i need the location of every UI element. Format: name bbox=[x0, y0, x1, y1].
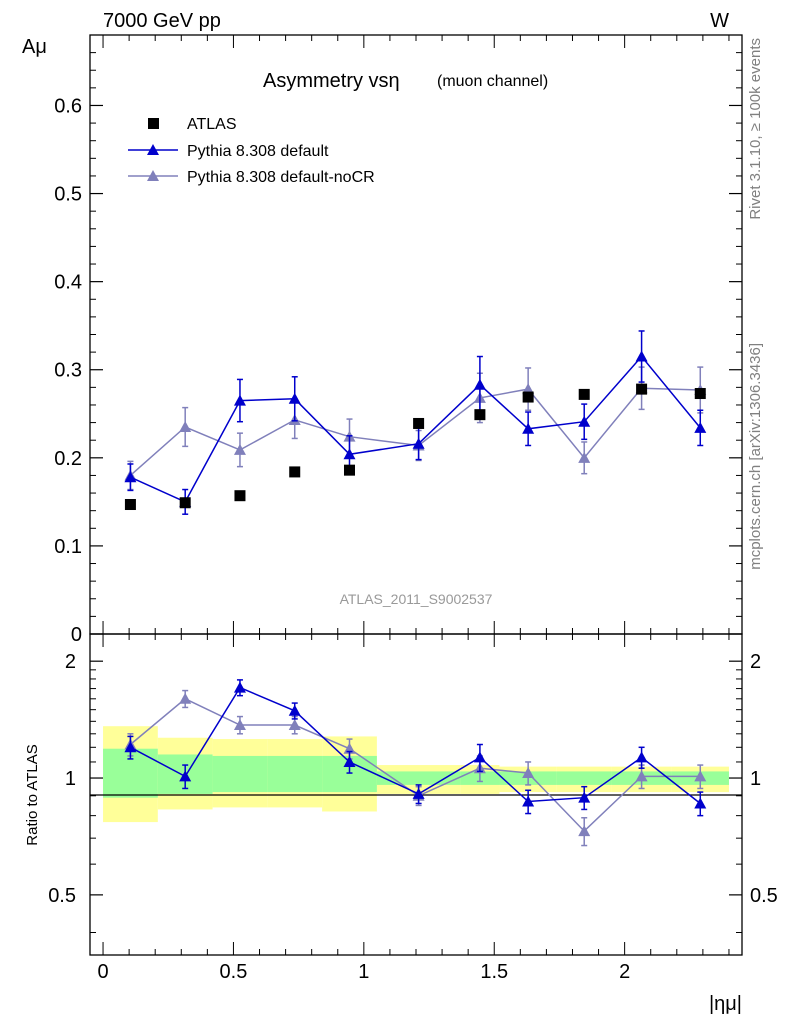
ratio-ytick-label: 1 bbox=[65, 768, 76, 790]
ratio-panel: 0.5 0.5 1 1 2 2 0 0.5 1 1.5 2 Ratio to ATLAS |ημ| bbox=[24, 633, 778, 1015]
pythia-8-308-default-nocr-point bbox=[578, 451, 591, 463]
ratio-ytick-label-right: 2 bbox=[750, 651, 761, 673]
pythia-8-308-default-point bbox=[522, 422, 535, 434]
mcplots-label: mcplots.cern.ch [arXiv:1306.3436] bbox=[747, 343, 764, 570]
main-ytick-label: 0 bbox=[71, 624, 82, 646]
rivet-label: Rivet 3.1.10, ≥ 100k events bbox=[747, 38, 764, 220]
legend-pythia-nocr-label: Pythia 8.308 default-noCR bbox=[187, 169, 375, 186]
main-ytick-label: 0.3 bbox=[54, 360, 82, 382]
main-ytick-label: 0.2 bbox=[54, 448, 82, 470]
ratio-xtick-label: 2 bbox=[619, 961, 630, 983]
ratio-ytick-label: 2 bbox=[65, 651, 76, 673]
legend-pythia-default-marker bbox=[147, 144, 159, 155]
atlas-point bbox=[234, 490, 246, 502]
ratio-pythia-8-308-default-nocr-point bbox=[288, 718, 301, 730]
energy-label: 7000 GeV pp bbox=[103, 10, 221, 32]
ratio-pythia-8-308-default-point bbox=[343, 755, 356, 767]
main-panel: Asymmetry vsη (muon channel) ATLAS_2011_… bbox=[22, 34, 743, 646]
ratio-pythia-8-308-default-point bbox=[694, 797, 707, 809]
ratio-bands bbox=[103, 726, 729, 823]
ratio-pythia-8-308-default-nocr-point bbox=[635, 770, 648, 782]
pythia-8-308-default-nocr-point bbox=[179, 420, 192, 432]
atlas-point bbox=[289, 466, 301, 478]
atlas-point bbox=[636, 383, 648, 395]
atlas-point bbox=[124, 499, 136, 511]
atlas-point bbox=[522, 391, 534, 403]
atlas-point bbox=[474, 409, 486, 421]
atlas-point bbox=[343, 464, 355, 476]
pythia-8-308-default-nocr-point bbox=[522, 383, 535, 395]
ratio-marks bbox=[124, 679, 707, 847]
main-subtitle: (muon channel) bbox=[437, 73, 548, 90]
pythia-8-308-default-point bbox=[343, 448, 356, 460]
ratio-xtick-label: 1 bbox=[358, 961, 369, 983]
ratio-ytick-label-right: 1 bbox=[750, 768, 761, 790]
ratio-pythia-8-308-default-point bbox=[288, 704, 301, 716]
ratio-pythia-8-308-default-point bbox=[635, 751, 648, 763]
legend-pythia-default-label: Pythia 8.308 default bbox=[187, 143, 329, 160]
pythia-8-308-default-point bbox=[473, 378, 486, 390]
ratio-xlabel: |ημ| bbox=[709, 993, 742, 1015]
ratio-ylabel: Ratio to ATLAS bbox=[24, 744, 41, 845]
ratio-pythia-8-308-default-point bbox=[179, 770, 192, 782]
pythia-8-308-default-point bbox=[124, 471, 137, 483]
ratio-pythia-8-308-default-nocr-point bbox=[578, 825, 591, 837]
pythia-8-308-default-nocr-line bbox=[129, 387, 701, 476]
ratio-ytick-label: 0.5 bbox=[48, 885, 76, 907]
atlas-point bbox=[694, 388, 706, 400]
atlas-point bbox=[578, 388, 590, 400]
ratio-ticks: 0.5 0.5 1 1 2 2 0 0.5 1 1.5 2 bbox=[48, 634, 778, 983]
ratio-xtick-label: 0 bbox=[97, 961, 108, 983]
ratio-pythia-8-308-default-nocr-point bbox=[233, 718, 246, 730]
ratio-pythia-8-308-default-nocr-point bbox=[522, 767, 535, 779]
ratio-band-green bbox=[267, 755, 323, 793]
legend-entry-atlas: ATLAS bbox=[148, 116, 237, 133]
pythia-8-308-default-point bbox=[635, 350, 648, 362]
ratio-xtick-label: 1.5 bbox=[480, 961, 508, 983]
pythia-8-308-default-point bbox=[233, 394, 246, 406]
ratio-pythia-8-308-default-point bbox=[522, 795, 535, 807]
ratio-band-green bbox=[556, 771, 612, 785]
process-label: W bbox=[710, 10, 729, 32]
legend-entry-pythia-nocr: Pythia 8.308 default-noCR bbox=[128, 169, 375, 186]
ratio-pythia-8-308-default-nocr-point bbox=[694, 770, 707, 782]
pythia-8-308-default-line bbox=[130, 355, 701, 503]
pythia-8-308-default-point bbox=[412, 437, 425, 449]
ratio-band-green bbox=[212, 755, 268, 793]
atlas-point bbox=[413, 417, 425, 429]
main-ytick-label: 0.6 bbox=[54, 95, 82, 117]
ratio-ytick-label-right: 0.5 bbox=[750, 885, 778, 907]
legend-atlas-marker bbox=[148, 118, 159, 129]
pythia-8-308-default-nocr-point bbox=[233, 443, 246, 455]
legend: ATLAS Pythia 8.308 default Pythia 8.308 … bbox=[128, 116, 375, 186]
main-marks bbox=[124, 330, 707, 515]
pythia-8-308-default-point bbox=[578, 415, 591, 427]
analysis-label: ATLAS_2011_S9002537 bbox=[340, 591, 493, 607]
ratio-xtick-label: 0.5 bbox=[220, 961, 248, 983]
legend-entry-pythia-default: Pythia 8.308 default bbox=[128, 143, 329, 160]
main-title: Asymmetry vsη bbox=[263, 70, 400, 92]
ratio-frame bbox=[89, 633, 743, 956]
main-ylabel: Aμ bbox=[22, 36, 47, 58]
ratio-pythia-8-308-default-point bbox=[124, 741, 137, 753]
atlas-point bbox=[179, 497, 191, 509]
legend-pythia-nocr-marker bbox=[147, 170, 159, 181]
legend-atlas-label: ATLAS bbox=[187, 116, 237, 133]
pythia-8-308-default-point bbox=[288, 392, 301, 404]
ratio-pythia-8-308-default-point bbox=[473, 751, 486, 763]
main-ytick-label: 0.1 bbox=[54, 536, 82, 558]
main-ytick-label: 0.5 bbox=[54, 184, 82, 206]
main-ytick-label: 0.4 bbox=[54, 272, 82, 294]
ratio-pythia-8-308-default-point bbox=[233, 681, 246, 693]
pythia-8-308-default-point bbox=[694, 421, 707, 433]
ratio-pythia-8-308-default-point bbox=[412, 787, 425, 799]
ratio-pythia-8-308-default-point bbox=[578, 791, 591, 803]
ratio-pythia-8-308-default-nocr-point bbox=[179, 692, 192, 704]
main-ticks: 0 0.1 0.2 0.3 0.4 0.5 0.6 bbox=[54, 35, 742, 646]
